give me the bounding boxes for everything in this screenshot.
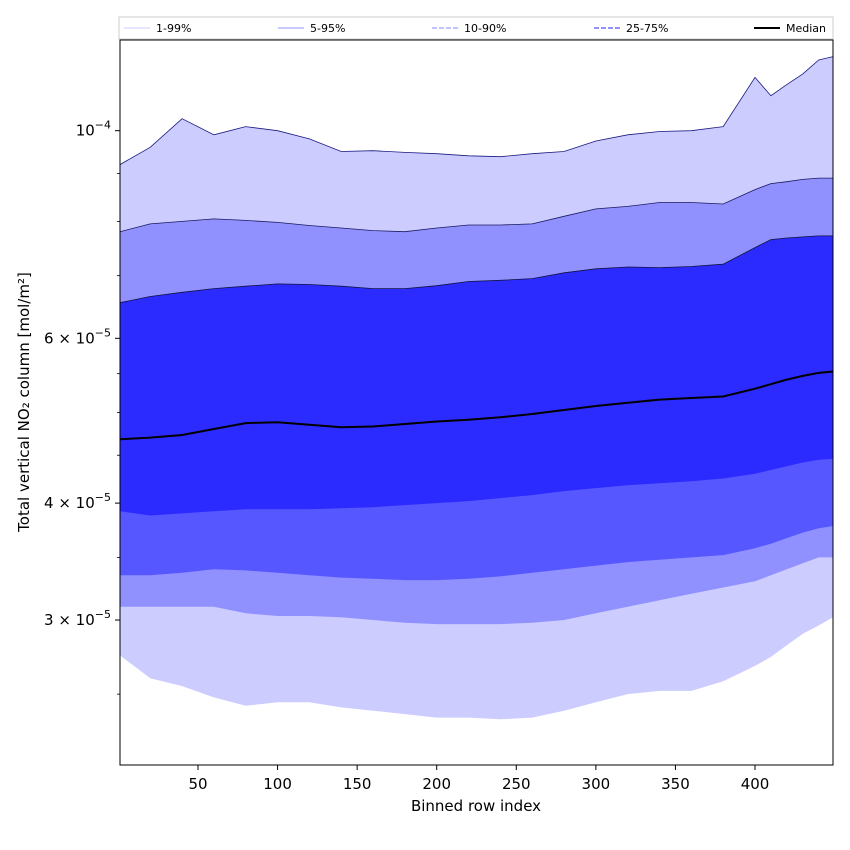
y-tick-label: 10−4 <box>76 119 111 140</box>
x-tick-label: 50 <box>188 775 207 793</box>
percentile-bands <box>120 56 833 720</box>
legend-label: 1-99% <box>156 22 191 35</box>
x-tick-label: 200 <box>422 775 451 793</box>
y-tick-label: 4 × 10−5 <box>44 491 111 512</box>
band-edge-lines <box>119 56 834 441</box>
band-25-75-upper <box>120 235 833 440</box>
x-tick-label: 350 <box>661 775 690 793</box>
edge-line-75 <box>119 235 833 304</box>
edge-line-99 <box>119 56 834 165</box>
legend-label: 5-95% <box>310 22 345 35</box>
x-tick-label: 150 <box>343 775 372 793</box>
legend-label: 25-75% <box>626 22 668 35</box>
legend: 1-99% 5-95% 10-90% 25-75% Median <box>118 16 834 40</box>
legend-box <box>118 16 834 40</box>
y-tick-label: 6 × 10−5 <box>44 326 111 347</box>
y-axis-ticks: 10−4 6 × 10−5 4 × 10−5 3 × 10−5 <box>44 119 120 695</box>
y-axis-label: Total vertical NO₂ column [mol/m²] <box>15 272 33 533</box>
median-line <box>119 370 834 441</box>
x-axis-ticks: 50 100 150 200 250 300 350 400 <box>188 765 769 793</box>
band-25-75-lower <box>120 371 833 516</box>
legend-label: Median <box>786 22 826 35</box>
x-tick-label: 100 <box>263 775 292 793</box>
x-tick-label: 300 <box>582 775 611 793</box>
legend-label: 10-90% <box>464 22 506 35</box>
y-tick-label: 3 × 10−5 <box>44 608 111 629</box>
edge-line-90 <box>119 177 833 233</box>
x-tick-label: 400 <box>741 775 770 793</box>
x-axis-label: Binned row index <box>411 797 541 815</box>
x-tick-label: 250 <box>502 775 531 793</box>
plot-frame <box>119 39 834 766</box>
